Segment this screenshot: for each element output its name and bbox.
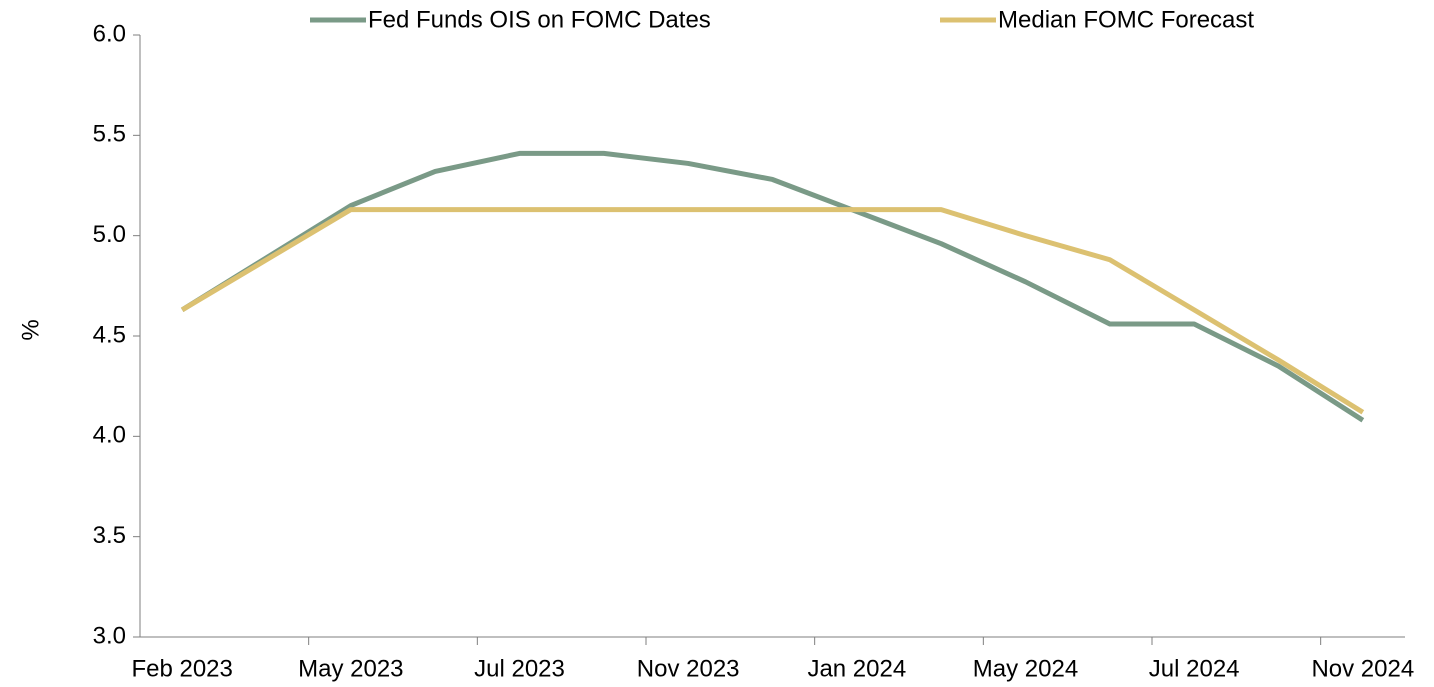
x-tick-label: Jan 2024 [807, 655, 906, 682]
y-tick-label: 3.5 [93, 522, 126, 549]
y-tick-label: 5.0 [93, 221, 126, 248]
legend-label: Median FOMC Forecast [998, 6, 1254, 33]
x-tick-label: Jul 2023 [474, 655, 565, 682]
x-tick-label: Jul 2024 [1149, 655, 1240, 682]
x-tick-label: Nov 2023 [637, 655, 740, 682]
y-tick-label: 4.0 [93, 422, 126, 449]
series-line [180, 150, 1365, 423]
x-tick-label: Feb 2023 [131, 655, 232, 682]
x-tick-label: May 2024 [973, 655, 1078, 682]
y-axis-label: % [17, 319, 44, 340]
y-tick-label: 5.5 [93, 121, 126, 148]
y-tick-label: 4.5 [93, 321, 126, 348]
y-tick-label: 3.0 [93, 622, 126, 649]
x-tick-label: Nov 2024 [1311, 655, 1414, 682]
y-tick-label: 6.0 [93, 20, 126, 47]
legend-label: Fed Funds OIS on FOMC Dates [368, 6, 711, 33]
series-line [180, 207, 1365, 415]
x-tick-label: May 2023 [298, 655, 403, 682]
